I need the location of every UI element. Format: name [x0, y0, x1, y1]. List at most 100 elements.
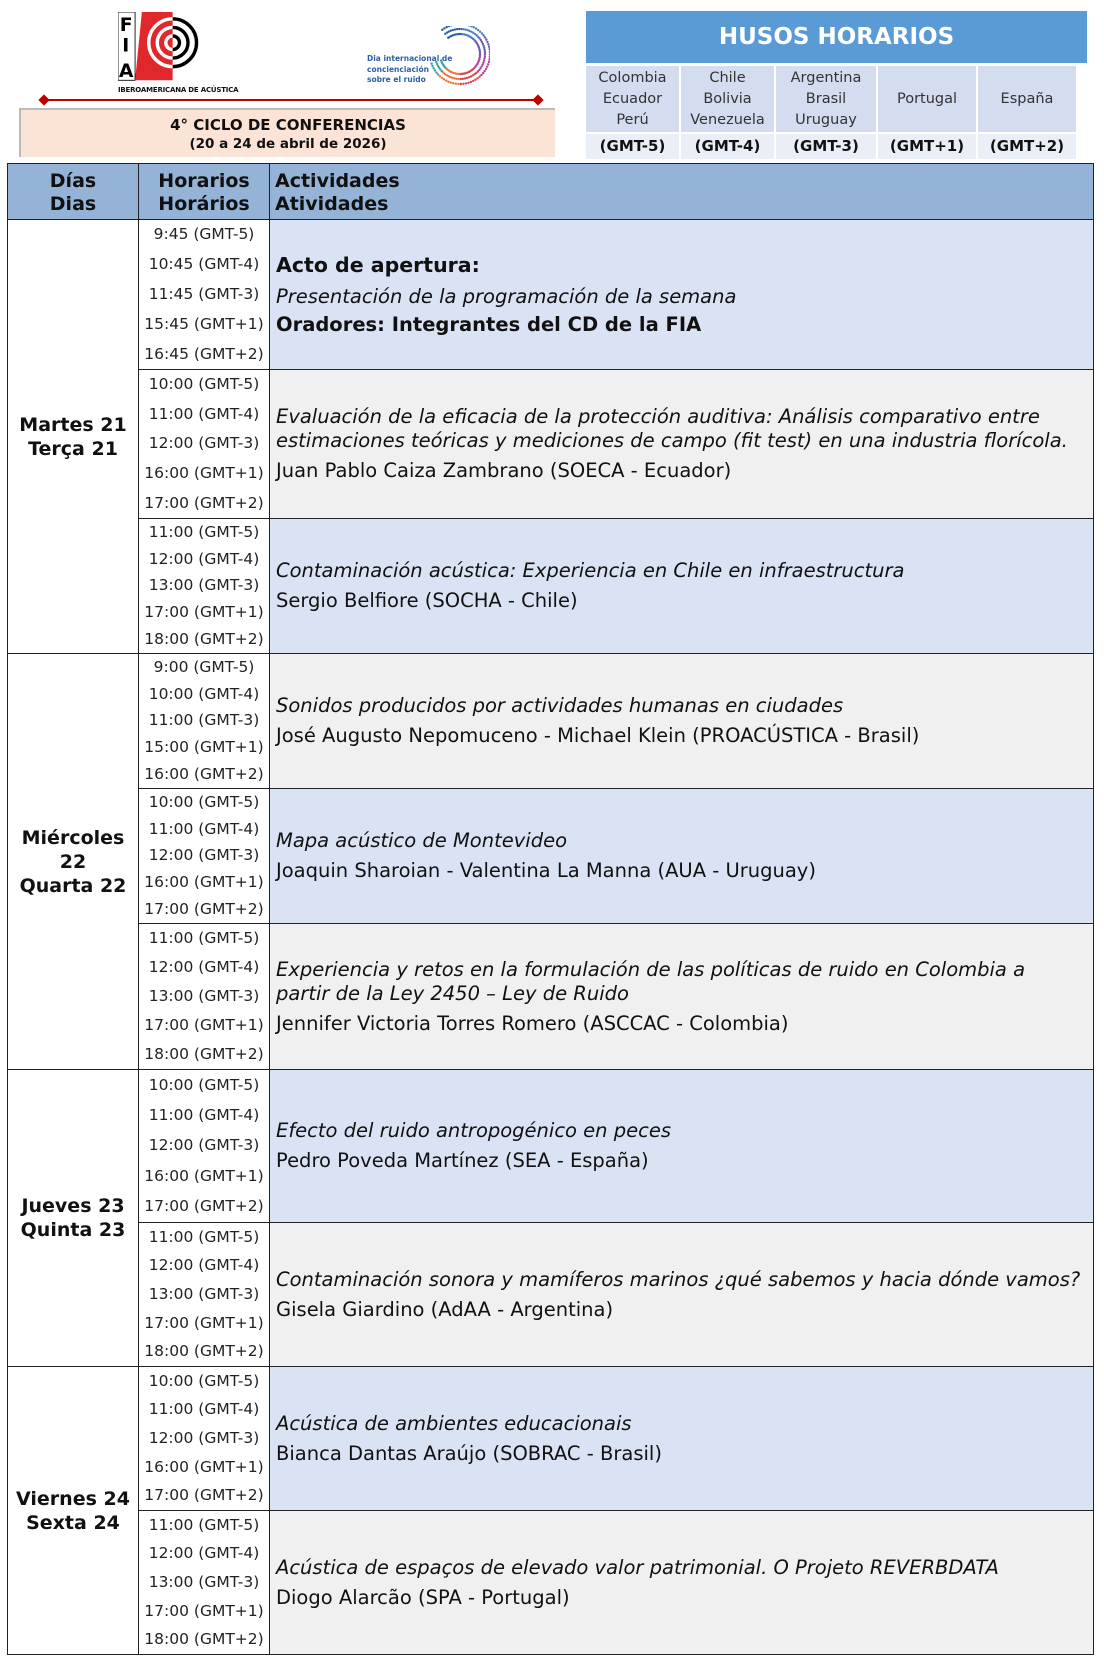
logo-dot: [482, 59, 486, 62]
timezone-countries: Colombia Ecuador Perú: [586, 66, 679, 132]
logo-dot: [468, 29, 471, 33]
svg-text:F: F: [120, 15, 133, 36]
time-slot: 17:00 (GMT+1): [144, 1313, 264, 1332]
logo-dot: [451, 28, 455, 32]
logo-dot: [488, 53, 490, 56]
logo-dot: [478, 52, 482, 56]
logo-dot: [441, 28, 444, 31]
page-title: 4° CICLO DE CONFERENCIAS: [170, 116, 406, 134]
time-slot: 18:00 (GMT+2): [144, 630, 264, 649]
times-cell: 10:00 (GMT-5) 11:00 (GMT-4) 12:00 (GMT-3) 1…: [138, 369, 270, 519]
activity-title: Presentación de la programación de la se…: [276, 284, 737, 308]
logo-dot: [445, 26, 448, 29]
table-row: 10:00 (GMT-5) 11:00 (GMT-4) 12:00 (GMT-3) 1…: [8, 369, 1094, 519]
logo-dot: [467, 76, 471, 79]
logo-dot: [478, 75, 481, 78]
logo-dot: [452, 82, 455, 85]
header-label: Días: [49, 169, 97, 192]
activity-cell: Contaminación sonora y mamíferos marinos…: [269, 1222, 1094, 1367]
time-slot: 16:00 (GMT+1): [144, 873, 264, 892]
header-label: Dias: [49, 192, 97, 215]
header-label: Actividades: [275, 169, 400, 192]
activity-speakers: José Augusto Nepomuceno - Michael Klein …: [276, 724, 920, 747]
time-slot: 17:00 (GMT+1): [144, 603, 264, 622]
time-slot: 16:00 (GMT+1): [144, 1166, 264, 1185]
time-slot: 17:00 (GMT+1): [144, 1601, 264, 1620]
logo-dot: [481, 71, 485, 75]
logo-dot: [435, 62, 439, 66]
logo-line: concienciación: [367, 64, 429, 74]
time-slot: 9:45 (GMT-5): [153, 225, 255, 244]
logo-dot: [479, 38, 483, 42]
logo-dot: [478, 30, 482, 33]
logo-dot: [482, 34, 485, 37]
logo-dot: [474, 27, 478, 30]
logo-dot: [457, 82, 460, 86]
day-label-pt: Quinta 23: [20, 1219, 126, 1241]
logo-dot: [472, 79, 475, 83]
times-cell: 9:00 (GMT-5) 10:00 (GMT-4) 11:00 (GMT-3) 15…: [138, 653, 270, 789]
time-slot: 11:00 (GMT-5): [148, 1227, 260, 1246]
header-days: Días Dias: [7, 163, 139, 220]
time-slot: 13:00 (GMT-3): [148, 576, 260, 595]
header-activities: Actividades Atividades: [269, 163, 1094, 220]
timezone-offset: (GMT+2): [978, 134, 1076, 159]
logo-dot: [488, 50, 490, 53]
logo-dot: [439, 59, 443, 62]
activity-cell: Acústica de ambientes educacionais Bianca…: [269, 1366, 1094, 1511]
logo-dot: [474, 78, 477, 81]
activity-heading: Acto de apertura:: [276, 252, 480, 277]
logo-dot: [478, 37, 481, 40]
logo-dot: [488, 55, 490, 59]
logo-dot: [470, 26, 473, 28]
logo-dot: [447, 80, 450, 83]
time-slot: 12:00 (GMT-3): [148, 846, 260, 865]
logo-dot: [436, 73, 440, 76]
logo-dot: [457, 77, 460, 81]
logo-dot: [461, 77, 465, 81]
logo-dot: [483, 57, 486, 60]
time-slot: 11:00 (GMT-3): [148, 711, 260, 730]
day-label-pt: Terça 21: [28, 437, 118, 460]
table-row: 11:00 (GMT-5) 12:00 (GMT-4) 13:00 (GMT-3) 1…: [8, 1222, 1094, 1367]
table-row: Jueves 23 Quinta 23 10:00 (GMT-5) 11:00 (GM…: [7, 1069, 1094, 1367]
logo-dot: [481, 63, 484, 66]
timezone-column: Argentina Brasil Uruguay (GMT-3): [776, 66, 876, 159]
logo-dot: [477, 35, 480, 39]
activity-speakers: Diogo Alarcão (SPA - Portugal): [276, 1585, 570, 1609]
logo-dot: [459, 72, 462, 76]
time-slot: 16:00 (GMT+2): [144, 765, 264, 784]
logo-dot: [435, 60, 438, 64]
activity-speakers: Sergio Belfiore (SOCHA - Chile): [276, 589, 578, 612]
day-label-es: Miércoles 22: [21, 826, 125, 873]
time-slot: 18:00 (GMT+2): [144, 1342, 264, 1361]
activity-title: Efecto del ruido antropogénico en peces: [276, 1119, 671, 1142]
logo-dot: [479, 67, 482, 70]
logo-dot: [447, 74, 450, 78]
logo-dot: [464, 28, 467, 31]
time-slot: 16:00 (GMT+1): [144, 1457, 264, 1476]
logo-dot: [465, 76, 469, 80]
day-cell: Miércoles 22 Quarta 22: [7, 653, 139, 1070]
time-slot: 17:00 (GMT+1): [144, 1016, 264, 1034]
times-cell: 11:00 (GMT-5) 12:00 (GMT-4) 13:00 (GMT-3) 1…: [138, 923, 270, 1070]
logo-dot: [432, 67, 435, 70]
logo-dot: [430, 62, 433, 65]
times-cell: 10:00 (GMT-5) 11:00 (GMT-4) 12:00 (GMT-3) 1…: [138, 1366, 270, 1511]
activity-speakers: Oradores: Integrantes del CD de la FIA: [276, 312, 702, 336]
noise-awareness-day-logo: [430, 26, 490, 86]
time-slot: 11:00 (GMT-5): [148, 929, 260, 947]
logo-dot: [462, 28, 465, 31]
logo-dot: [449, 75, 452, 79]
table-row: 11:00 (GMT-5) 12:00 (GMT-4) 13:00 (GMT-3) 1…: [8, 518, 1094, 654]
logo-dot: [453, 77, 456, 80]
time-slot: 12:00 (GMT-3): [148, 1428, 260, 1447]
time-slot: 10:00 (GMT-5): [148, 375, 260, 394]
noise-awareness-day-text: Dia internacional de concienciación sobr…: [367, 54, 452, 86]
divider-diamond-left: [38, 94, 50, 106]
logo-dot: [487, 43, 490, 46]
logo-dot: [486, 40, 489, 44]
time-slot: 12:00 (GMT-3): [148, 434, 260, 453]
logo-dot: [436, 64, 440, 68]
time-slot: 17:00 (GMT+2): [144, 1197, 264, 1216]
